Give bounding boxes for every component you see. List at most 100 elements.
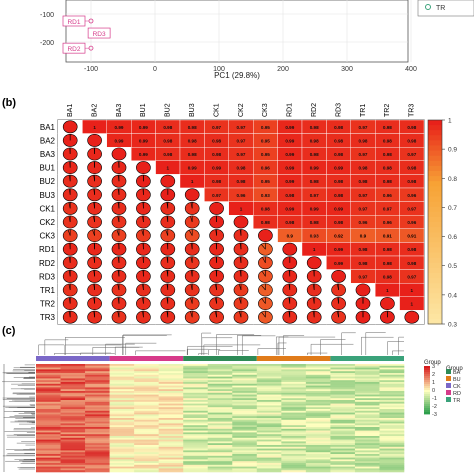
heatmap-cell [36, 367, 61, 370]
heatmap-cell [281, 437, 307, 440]
corr-cell-label: 0.98 [237, 179, 246, 184]
heatmap-cell [158, 410, 184, 413]
corr-pie-stroke [190, 256, 193, 263]
heatmap-cell [330, 436, 356, 439]
heatmap-cell [183, 470, 209, 473]
heatmap-colorbar-segment [424, 398, 430, 401]
heatmap-cell [305, 441, 331, 444]
pca-point-label: RD2 [67, 46, 80, 53]
heatmap-cell [354, 466, 380, 469]
heatmap-cell [134, 423, 159, 426]
colorbar-segment [428, 155, 442, 162]
heatmap-cell [134, 425, 159, 428]
heatmap-colorbar-tick: 1 [432, 380, 435, 386]
corr-cell-label: 0.96 [237, 193, 246, 198]
heatmap-cell [379, 446, 405, 449]
heatmap-colorbar-tick: 3 [432, 364, 435, 370]
corr-cell-label: 0.97 [359, 125, 368, 130]
corr-cell-label: 0.98 [310, 138, 319, 143]
group-bar-segment [183, 356, 257, 361]
heatmap-cell [183, 389, 209, 392]
heatmap-cell [109, 441, 135, 444]
pca-xtick-label: 100 [213, 66, 225, 73]
heatmap-cell [330, 423, 356, 426]
colorbar-segment [428, 186, 442, 192]
corr-cell-label: 0.98 [334, 125, 343, 130]
heatmap-cell [232, 371, 258, 374]
heatmap-cell [305, 457, 331, 460]
heatmap-cell [232, 387, 258, 390]
colorbar-segment [428, 303, 442, 310]
heatmap-cell [256, 383, 282, 386]
pca-ytick-200: -200 [40, 40, 54, 47]
group-legend-swatch [446, 369, 451, 374]
corr-pie-stroke [191, 243, 193, 250]
heatmap-cell [183, 419, 209, 422]
corr-pie-stroke [117, 270, 120, 277]
corr-cell-label: 0.99 [285, 166, 294, 171]
heatmap-cell [281, 378, 307, 381]
heatmap-cell [183, 454, 209, 457]
heatmap-cell [134, 373, 159, 376]
heatmap-cell [256, 394, 282, 397]
heatmap-cell [158, 416, 184, 419]
heatmap-cell [158, 373, 184, 376]
heatmap-cell [183, 367, 209, 370]
heatmap-cell [379, 439, 405, 442]
heatmap-cell [330, 380, 356, 383]
heatmap-colorbar-segment [424, 368, 430, 371]
corr-cell-label: 0.98 [359, 261, 368, 266]
heatmap-cell [36, 365, 61, 368]
heatmap-cell [60, 410, 86, 413]
heatmap-cell [134, 457, 159, 460]
colorbar-segment [428, 237, 442, 243]
heatmap-cell [281, 401, 307, 404]
heatmap-cell [134, 441, 159, 444]
heatmap-cell [134, 428, 159, 431]
corr-pie-stroke [93, 270, 95, 277]
heatmap-cell [379, 376, 405, 379]
heatmap-cell [207, 428, 233, 431]
corr-cell-label: 0.98 [310, 125, 319, 130]
heatmap-cell [134, 400, 159, 403]
heatmap-cell [36, 405, 61, 408]
heatmap-cell [109, 448, 135, 451]
heatmap-cell [36, 441, 61, 444]
corr-pie [282, 242, 298, 256]
corr-cell-label: 0.99 [334, 206, 343, 211]
heatmap-cell [305, 376, 331, 379]
colorbar-segment [428, 252, 442, 259]
heatmap-cell [379, 459, 405, 462]
corr-cell-label: 0.99 [334, 166, 343, 171]
heatmap-cell [134, 380, 159, 383]
heatmap-colorbar-segment [424, 408, 430, 411]
heatmap-cell [305, 394, 331, 397]
colorbar-segment [428, 130, 442, 136]
corr-cell-label: 0.97 [237, 125, 246, 130]
colorbar-segment [428, 171, 442, 177]
colorbar-segment [428, 145, 442, 152]
heatmap-cell [305, 468, 331, 471]
corr-cell-label: 0.95 [261, 138, 270, 143]
heatmap-cell [232, 418, 258, 421]
corr-cell-label: 0.96 [383, 193, 392, 198]
colorbar-frame [427, 119, 443, 325]
heatmap-cell [305, 450, 331, 453]
corr-col-label: CK2 [238, 103, 245, 117]
heatmap-cell [207, 401, 233, 404]
heatmap-cell [354, 407, 380, 410]
corr-pie [306, 256, 322, 270]
heatmap-cell [85, 369, 110, 372]
colorbar-tick-label: 0.3 [448, 322, 457, 329]
heatmap-cell [305, 432, 331, 435]
heatmap-cell [60, 389, 86, 392]
corr-pie-stroke [215, 229, 217, 236]
heatmap-cell [36, 376, 61, 379]
pca-xtick-label: 300 [341, 66, 353, 73]
heatmap-cell [354, 432, 380, 435]
heatmap-cell [60, 448, 86, 451]
heatmap-cell [354, 428, 380, 431]
heatmap-cell [379, 396, 405, 399]
heatmap-cell [109, 364, 135, 367]
corr-cell-label: 0.99 [285, 206, 294, 211]
